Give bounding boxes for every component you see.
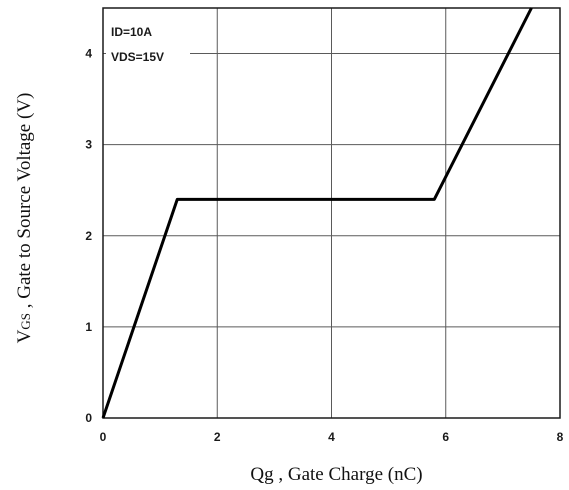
series-line bbox=[101, 7, 533, 419]
y-tick-label: 4 bbox=[85, 47, 92, 61]
y-tick-labels: 0 1 2 3 4 bbox=[85, 47, 92, 425]
x-tick-label: 0 bbox=[100, 430, 107, 444]
y-axis-title-prefix: V bbox=[14, 329, 35, 343]
y-tick-label: 3 bbox=[85, 138, 92, 152]
annotation-drain-source-voltage: VDS=15V bbox=[111, 50, 164, 64]
series-layer bbox=[101, 7, 533, 419]
y-axis-title-subscript: GS bbox=[18, 313, 33, 330]
x-tick-label: 2 bbox=[214, 430, 221, 444]
plot-frame bbox=[102, 7, 561, 419]
x-tick-label: 6 bbox=[442, 430, 449, 444]
annotation-box: ID=10A VDS=15V bbox=[106, 20, 190, 68]
annotation-drain-current: ID=10A bbox=[111, 25, 152, 39]
y-tick-label: 2 bbox=[85, 229, 92, 243]
x-tick-label: 8 bbox=[557, 430, 564, 444]
x-axis-title: Qg , Gate Charge (nC) bbox=[250, 464, 422, 485]
x-tick-label: 4 bbox=[328, 430, 335, 444]
y-axis-title: VGS , Gate to Source Voltage (V) bbox=[14, 93, 35, 344]
y-tick-label: 1 bbox=[85, 320, 92, 334]
x-tick-labels: 0 2 4 6 8 bbox=[100, 430, 564, 444]
y-axis-title-rest: , Gate to Source Voltage (V) bbox=[14, 93, 35, 313]
y-tick-label: 0 bbox=[85, 411, 92, 425]
